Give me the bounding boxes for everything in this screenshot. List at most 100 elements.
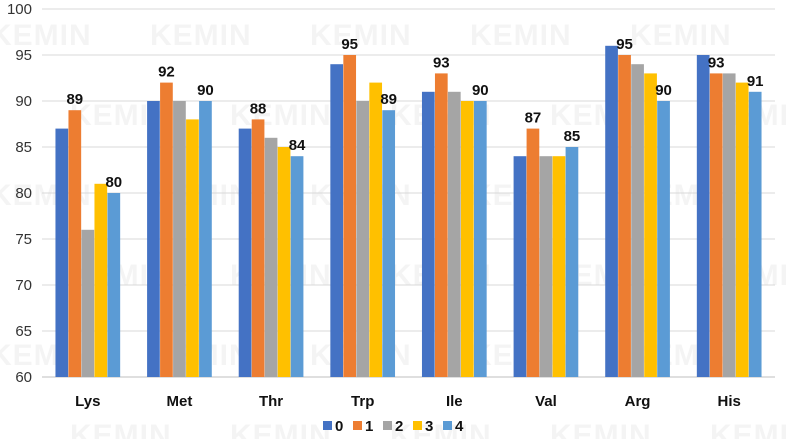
bar-trp-series-1	[343, 55, 357, 377]
data-label: 84	[289, 137, 306, 154]
data-label: 93	[433, 54, 450, 71]
bar-trp-series-0	[330, 64, 344, 377]
legend-swatch-4	[443, 421, 452, 430]
bar-ile-series-0	[421, 91, 435, 378]
bars	[55, 45, 762, 378]
watermark-text: KEMIN	[150, 19, 252, 52]
y-tick-label: 90	[15, 93, 32, 110]
legend-label-3: 3	[425, 418, 433, 435]
data-label: 89	[66, 91, 83, 108]
legend-swatch-2	[383, 421, 392, 430]
bar-thr-series-1	[251, 119, 265, 378]
data-label: 95	[616, 36, 633, 53]
x-tick-label: Thr	[259, 393, 283, 410]
x-tick-label: Met	[167, 393, 193, 410]
legend-swatch-0	[323, 421, 332, 430]
watermark-text: KEMIN	[310, 19, 412, 52]
legend-label-4: 4	[455, 418, 464, 435]
bar-thr-series-0	[238, 128, 252, 377]
x-tick-label: Trp	[351, 393, 374, 410]
bar-his-series-3	[735, 82, 749, 377]
data-label: 91	[747, 73, 764, 90]
watermark-text: KEMIN	[710, 419, 789, 439]
legend: 0 1 2 3 4	[323, 418, 464, 435]
bar-arg-series-3	[644, 73, 657, 378]
legend-swatch-1	[353, 421, 362, 430]
x-tick-label: Ile	[446, 393, 463, 410]
bar-met-series-1	[160, 82, 173, 377]
legend-label-1: 1	[365, 418, 373, 435]
bar-lys-series-1	[68, 110, 82, 377]
bar-val-series-4	[565, 147, 579, 377]
bar-met-series-0	[147, 101, 160, 377]
bar-arg-series-4	[657, 101, 670, 377]
watermark-text: KEMIN	[550, 419, 652, 439]
y-tick-label: 95	[15, 47, 32, 64]
data-label: 92	[158, 64, 175, 81]
y-tick-label: 70	[15, 277, 32, 294]
bar-lys-series-0	[55, 128, 69, 377]
data-label: 90	[655, 82, 672, 99]
bar-his-series-0	[696, 55, 710, 377]
bar-lys-series-2	[81, 229, 95, 377]
y-axis: 60 65 70 75 80 85 90 95 100	[7, 1, 32, 386]
bar-ile-series-3	[460, 101, 474, 377]
bar-his-series-2	[722, 73, 736, 378]
bar-val-series-3	[552, 156, 566, 377]
bar-thr-series-3	[277, 147, 291, 377]
y-tick-label: 60	[15, 369, 32, 386]
data-labels: 89 80 92 90 88 84 95 89 93 90 87 85 95 90 93 91	[66, 36, 763, 191]
watermark-text: KEMIN	[70, 419, 172, 439]
bar-ile-series-1	[434, 73, 448, 378]
data-label: 88	[250, 100, 267, 117]
bar-val-series-1	[526, 128, 540, 377]
y-tick-label: 65	[15, 323, 32, 340]
bar-thr-series-4	[290, 156, 304, 377]
bar-met-series-4	[199, 101, 212, 377]
bar-his-series-4	[748, 91, 762, 378]
watermark-text: KEMIN	[630, 19, 732, 52]
bar-arg-series-0	[605, 45, 618, 378]
bar-lys-series-4	[107, 193, 121, 377]
bar-his-series-1	[709, 73, 723, 378]
x-axis: Lys Met Thr Trp Ile Val Arg His	[75, 393, 741, 410]
watermark-text: KEMIN	[230, 419, 332, 439]
bar-ile-series-2	[447, 91, 461, 378]
bar-trp-series-3	[369, 82, 383, 377]
bar-trp-series-4	[382, 110, 396, 377]
bar-val-series-0	[513, 156, 527, 377]
bar-arg-series-1	[618, 55, 631, 377]
watermark-text: KEMIN	[230, 99, 332, 132]
x-tick-label: Arg	[625, 393, 651, 410]
y-tick-label: 75	[15, 231, 32, 248]
y-tick-label: 85	[15, 139, 32, 156]
data-label: 87	[525, 110, 542, 127]
x-tick-label: Val	[535, 393, 557, 410]
data-label: 89	[380, 91, 397, 108]
bar-lys-series-3	[94, 183, 108, 377]
data-label: 85	[564, 128, 581, 145]
y-tick-label: 80	[15, 185, 32, 202]
x-tick-label: His	[718, 393, 741, 410]
data-label: 90	[472, 82, 489, 99]
bar-ile-series-4	[473, 101, 487, 377]
data-label: 93	[708, 54, 725, 71]
watermark-text: KEMIN	[390, 419, 492, 439]
data-label: 80	[105, 174, 122, 191]
legend-label-0: 0	[335, 418, 343, 435]
bar-val-series-2	[539, 156, 553, 377]
bar-met-series-2	[173, 101, 186, 377]
data-label: 95	[341, 36, 358, 53]
x-tick-label: Lys	[75, 393, 100, 410]
bar-thr-series-2	[264, 137, 278, 377]
watermark-text: KEMIN	[470, 19, 572, 52]
y-tick-label: 100	[7, 1, 32, 18]
legend-label-2: 2	[395, 418, 403, 435]
bar-met-series-3	[186, 119, 199, 378]
bar-trp-series-2	[356, 101, 370, 377]
data-label: 90	[197, 82, 214, 99]
bar-arg-series-2	[631, 64, 644, 377]
watermark-text: KEMIN	[0, 19, 92, 52]
legend-swatch-3	[413, 421, 422, 430]
